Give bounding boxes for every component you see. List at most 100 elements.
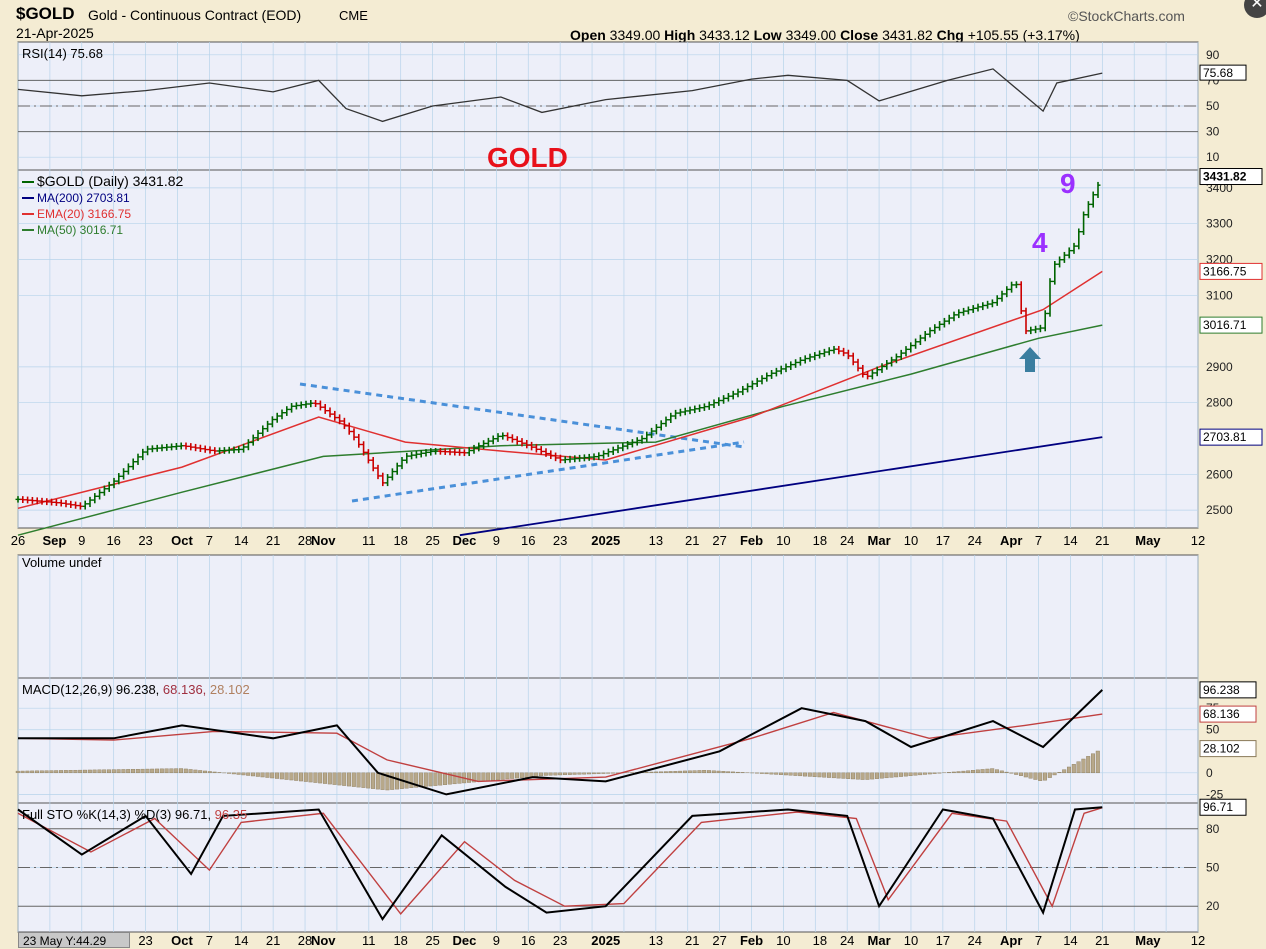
macd-histogram-bar: [117, 770, 121, 773]
macd-histogram-bar: [578, 773, 582, 775]
macd-histogram-bar: [765, 773, 769, 774]
macd-title-hist: 28.102: [210, 682, 250, 697]
macd-histogram-bar: [837, 773, 841, 778]
cursor-readout: 23 May Y:44.29: [18, 932, 130, 948]
macd-histogram-bar: [779, 773, 783, 775]
macd-histogram-bar: [563, 773, 567, 775]
x-tick-label: 24: [968, 533, 982, 548]
macd-histogram-bar: [760, 773, 764, 774]
x-tick-label: 2025: [591, 533, 620, 548]
x-tick-label-bottom: May: [1135, 933, 1161, 948]
macd-histogram-bar: [597, 773, 601, 774]
macd-histogram-bar: [731, 772, 735, 773]
wave-4-annotation: 4: [1032, 227, 1048, 258]
macd-title-signal: 68.136,: [163, 682, 210, 697]
macd-histogram-bar: [477, 773, 481, 782]
macd-histogram-bar: [1000, 771, 1004, 773]
x-tick-label-bottom: 12: [1191, 933, 1205, 948]
macd-histogram-bar: [899, 773, 903, 777]
macd-histogram-bar: [981, 769, 985, 772]
sto-title-main: Full STO %K(14,3) %D(3) 96.71,: [22, 807, 215, 822]
macd-histogram-bar: [376, 773, 380, 789]
macd-histogram-bar: [184, 769, 188, 773]
macd-last-label: 96.238: [1203, 683, 1240, 697]
wave-9-annotation: 9: [1060, 168, 1076, 199]
y-tick-label: 2500: [1206, 503, 1233, 517]
macd-histogram-bar: [842, 773, 846, 779]
macd-histogram-bar: [16, 771, 20, 773]
macd-histogram-bar: [822, 773, 826, 777]
x-tick-label: 16: [106, 533, 120, 548]
x-tick-label-bottom: Mar: [868, 933, 891, 948]
x-tick-label-bottom: 14: [234, 933, 248, 948]
macd-histogram-bar: [410, 773, 414, 788]
macd-histogram-bar: [650, 772, 654, 773]
y-tick-label: 2600: [1206, 467, 1233, 481]
x-tick-label-bottom: 10: [776, 933, 790, 948]
macd-histogram-bar: [1029, 773, 1033, 778]
x-tick-label-bottom: 21: [266, 933, 280, 948]
macd-histogram-bar: [1072, 764, 1076, 773]
macd-histogram-bar: [150, 769, 154, 773]
x-tick-label: 11: [362, 533, 376, 548]
macd-histogram-bar: [654, 772, 658, 773]
macd-histogram-bar: [736, 772, 740, 773]
macd-histogram-bar: [885, 773, 889, 778]
macd-histogram-bar: [510, 773, 514, 779]
macd-histogram-bar: [914, 773, 918, 775]
macd-histogram-bar: [1034, 773, 1038, 780]
x-tick-label: 10: [904, 533, 918, 548]
macd-histogram-bar: [832, 773, 836, 778]
macd-histogram-bar: [318, 773, 322, 783]
macd-histogram-bar: [112, 770, 116, 773]
macd-histogram-bar: [21, 771, 25, 773]
macd-histogram-bar: [371, 773, 375, 789]
x-tick-label: Sep: [43, 533, 67, 548]
macd-histogram-bar: [554, 773, 558, 775]
macd-histogram-bar: [808, 773, 812, 777]
macd-histogram-bar: [227, 773, 231, 774]
legend-entry: EMA(20) 3166.75: [37, 207, 131, 221]
macd-histogram-bar: [453, 773, 457, 784]
macd-histogram-bar: [717, 771, 721, 773]
rsi-last-label: 75.68: [1203, 66, 1233, 80]
macd-histogram-bar: [789, 773, 793, 775]
macd-histogram-bar: [362, 773, 366, 788]
macd-histogram-bar: [933, 773, 937, 774]
macd-histogram-bar: [102, 770, 106, 773]
macd-histogram-bar: [438, 773, 442, 785]
macd-histogram-bar: [669, 771, 673, 772]
macd-histogram-bar: [645, 772, 649, 773]
x-tick-label: 24: [840, 533, 854, 548]
macd-histogram-bar: [525, 773, 529, 777]
macd-histogram-bar: [136, 769, 140, 773]
macd-histogram-bar: [544, 773, 548, 776]
macd-histogram-bar: [88, 770, 92, 773]
macd-histogram-bar: [966, 771, 970, 773]
macd-histogram-bar: [261, 773, 265, 777]
x-tick-label: 21: [266, 533, 280, 548]
macd-histogram-bar: [870, 773, 874, 779]
macd-histogram-bar: [98, 770, 102, 773]
macd-histogram-bar: [726, 772, 730, 773]
macd-histogram-bar: [50, 771, 54, 773]
macd-histogram-bar: [299, 773, 303, 781]
macd-histogram-bar: [30, 771, 34, 773]
macd-histogram-bar: [419, 773, 423, 787]
macd-histogram-bar: [146, 769, 150, 773]
macd-histogram-bar: [482, 773, 486, 781]
macd-histogram-bar: [1096, 751, 1100, 773]
x-tick-label-bottom: Oct: [171, 933, 193, 948]
macd-histogram-bar: [534, 773, 538, 777]
x-tick-label: Nov: [311, 533, 336, 548]
macd-histogram-bar: [1014, 773, 1018, 775]
macd-histogram-bar: [856, 773, 860, 779]
y-tick-label: 3100: [1206, 288, 1233, 302]
sto-title-d: 96.35: [215, 807, 248, 822]
macd-histogram-bar: [520, 773, 524, 778]
macd-histogram-bar: [256, 773, 260, 777]
macd-histogram-bar: [962, 771, 966, 773]
macd-histogram-bar: [352, 773, 356, 787]
sto-title: Full STO %K(14,3) %D(3) 96.71, 96.35: [22, 807, 247, 822]
macd-histogram-bar: [880, 773, 884, 778]
